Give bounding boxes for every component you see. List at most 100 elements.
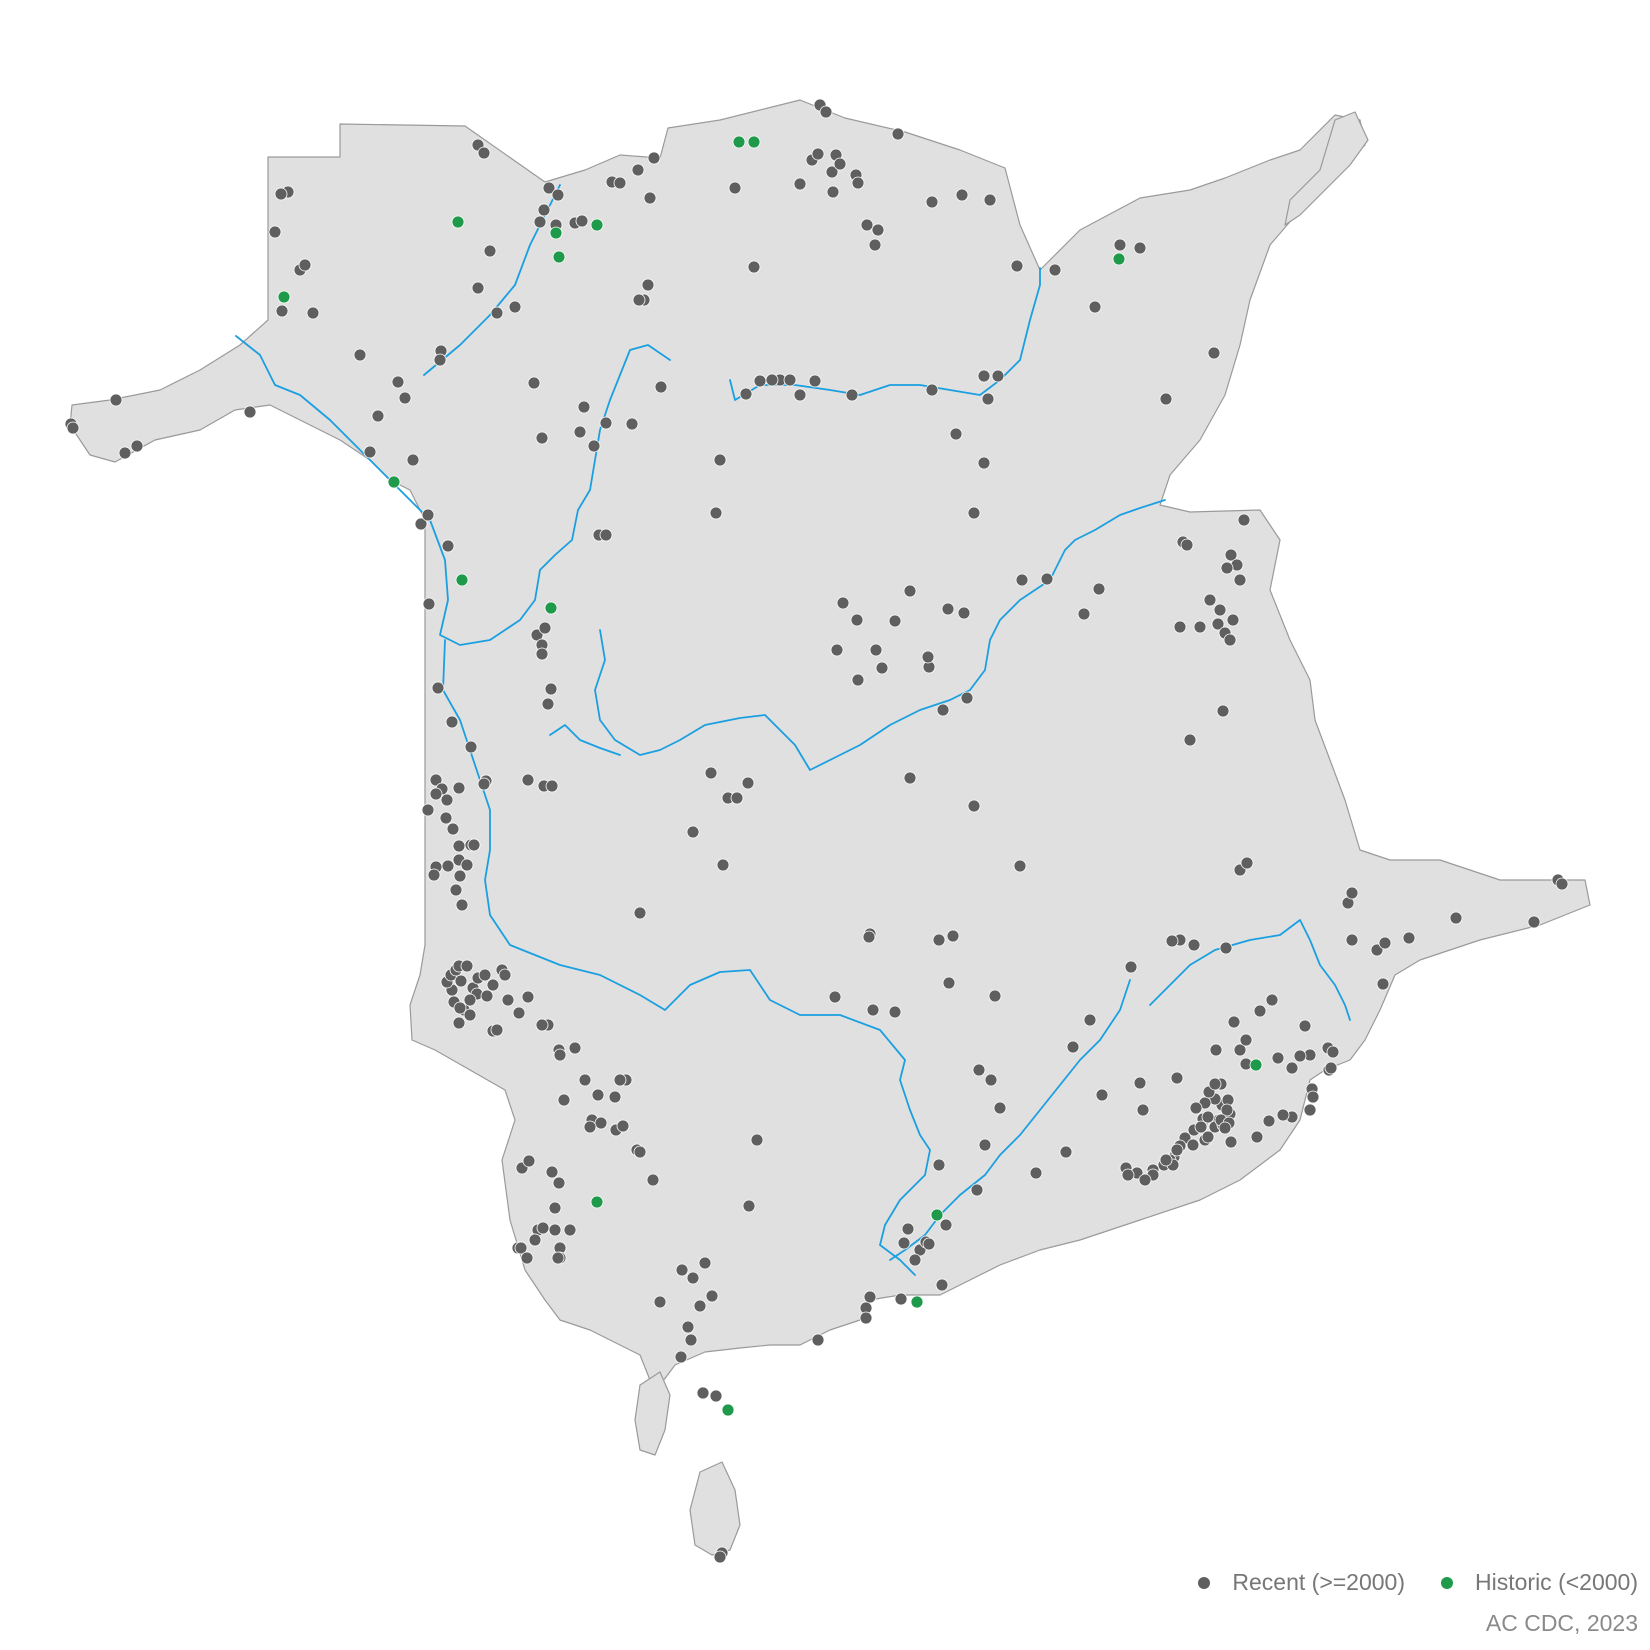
recent-observation-point <box>932 933 946 947</box>
historic-observation-point <box>1112 252 1126 266</box>
recent-observation-point <box>753 374 767 388</box>
recent-observation-point <box>587 439 601 453</box>
recent-observation-point <box>654 380 668 394</box>
recent-observation-point <box>977 456 991 470</box>
recent-observation-point <box>553 1048 567 1062</box>
recent-observation-point <box>739 387 753 401</box>
recent-observation-point <box>981 392 995 406</box>
recent-observation-point <box>460 858 474 872</box>
recent-observation-point <box>698 1256 712 1270</box>
recent-observation-point <box>551 188 565 202</box>
recent-observation-point <box>538 621 552 635</box>
recent-observation-point <box>535 1018 549 1032</box>
recent-observation-point <box>830 643 844 657</box>
recent-observation-point <box>894 1292 908 1306</box>
recent-observation-point <box>1173 620 1187 634</box>
recent-observation-point <box>811 147 825 161</box>
recent-observation-point <box>486 978 500 992</box>
legend: Recent (>=2000) Historic (<2000) <box>1198 1569 1638 1596</box>
river-southeast <box>1149 919 1351 1021</box>
recent-observation-point <box>1209 1043 1223 1057</box>
recent-observation-point <box>641 278 655 292</box>
recent-observation-point <box>1233 1043 1247 1057</box>
recent-observation-point <box>1189 1101 1203 1115</box>
recent-observation-point <box>955 188 969 202</box>
recent-observation-point <box>1326 1045 1340 1059</box>
recent-observation-point <box>1059 1145 1073 1159</box>
island-north <box>1284 111 1369 226</box>
recent-observation-point <box>599 416 613 430</box>
river-saint-john-main <box>235 335 671 646</box>
recent-observation-point <box>490 306 504 320</box>
recent-observation-point <box>439 811 453 825</box>
recent-observation-point <box>868 238 882 252</box>
recent-observation-point <box>1370 943 1384 957</box>
recent-observation-point <box>441 539 455 553</box>
recent-observation-point <box>1186 1138 1200 1152</box>
recent-observation-point <box>705 1289 719 1303</box>
recent-observation-point <box>901 1222 915 1236</box>
recent-observation-point <box>793 177 807 191</box>
recent-observation-point <box>478 968 492 982</box>
recent-observation-point <box>988 989 1002 1003</box>
recent-observation-point <box>811 1333 825 1347</box>
recent-observation-point <box>783 373 797 387</box>
recent-observation-point <box>552 1176 566 1190</box>
recent-observation-point <box>993 1101 1007 1115</box>
recent-observation-point <box>1180 538 1194 552</box>
recent-observation-point <box>613 176 627 190</box>
recent-observation-point <box>1227 1015 1241 1029</box>
island-south-1 <box>634 1371 671 1456</box>
recent-observation-point <box>862 930 876 944</box>
recent-observation-point <box>440 793 454 807</box>
recent-observation-point <box>391 375 405 389</box>
recent-observation-point <box>608 1090 622 1104</box>
historic-observation-point <box>590 218 604 232</box>
recent-observation-point <box>793 388 807 402</box>
recent-observation-point <box>591 1088 605 1102</box>
recent-observation-point <box>765 373 779 387</box>
recent-observations <box>64 98 1569 1564</box>
river-miramichi-sw <box>594 499 1166 771</box>
recent-observation-point <box>875 661 889 675</box>
recent-observation-point <box>1138 1173 1152 1187</box>
recent-observation-point <box>429 787 443 801</box>
recent-observation-point <box>921 650 935 664</box>
recent-observation-point <box>1555 877 1569 891</box>
recent-observation-point <box>977 369 991 383</box>
recent-observation-point <box>1449 911 1463 925</box>
recent-observation-point <box>625 417 639 431</box>
recent-observation-point <box>1040 572 1054 586</box>
recent-observation-point <box>431 681 445 695</box>
recent-observation-point <box>728 181 742 195</box>
recent-observation-point <box>530 628 544 642</box>
recent-observation-point <box>545 1165 559 1179</box>
recent-observation-point <box>520 1251 534 1265</box>
recent-observation-point <box>1376 977 1390 991</box>
recent-observation-point <box>535 647 549 661</box>
recent-observation-point <box>730 791 744 805</box>
recent-observation-point <box>575 214 589 228</box>
recent-observation-point <box>1203 593 1217 607</box>
recent-observation-point <box>936 703 950 717</box>
recent-observation-point <box>1165 934 1179 948</box>
historic-observation-point <box>930 1208 944 1222</box>
recent-observation-point <box>1194 1120 1208 1134</box>
historic-observation-point <box>1249 1058 1263 1072</box>
recent-observation-point <box>298 258 312 272</box>
legend-item-recent: Recent (>=2000) <box>1198 1569 1405 1596</box>
recent-observation-point <box>1345 886 1359 900</box>
recent-observation-point <box>681 1320 695 1334</box>
historic-observation-point <box>549 226 563 240</box>
recent-observation-point <box>548 1223 562 1237</box>
recent-observation-point <box>1250 1130 1264 1144</box>
recent-observation-point <box>828 990 842 1004</box>
recent-observation-point <box>686 825 700 839</box>
recent-observation-point <box>1113 238 1127 252</box>
recent-observation-point <box>826 185 840 199</box>
recent-observation-point <box>1213 603 1227 617</box>
recent-observation-point <box>908 1253 922 1267</box>
recent-observation-point <box>427 868 441 882</box>
recent-observation-point <box>583 1120 597 1134</box>
recent-observation-point <box>1223 633 1237 647</box>
